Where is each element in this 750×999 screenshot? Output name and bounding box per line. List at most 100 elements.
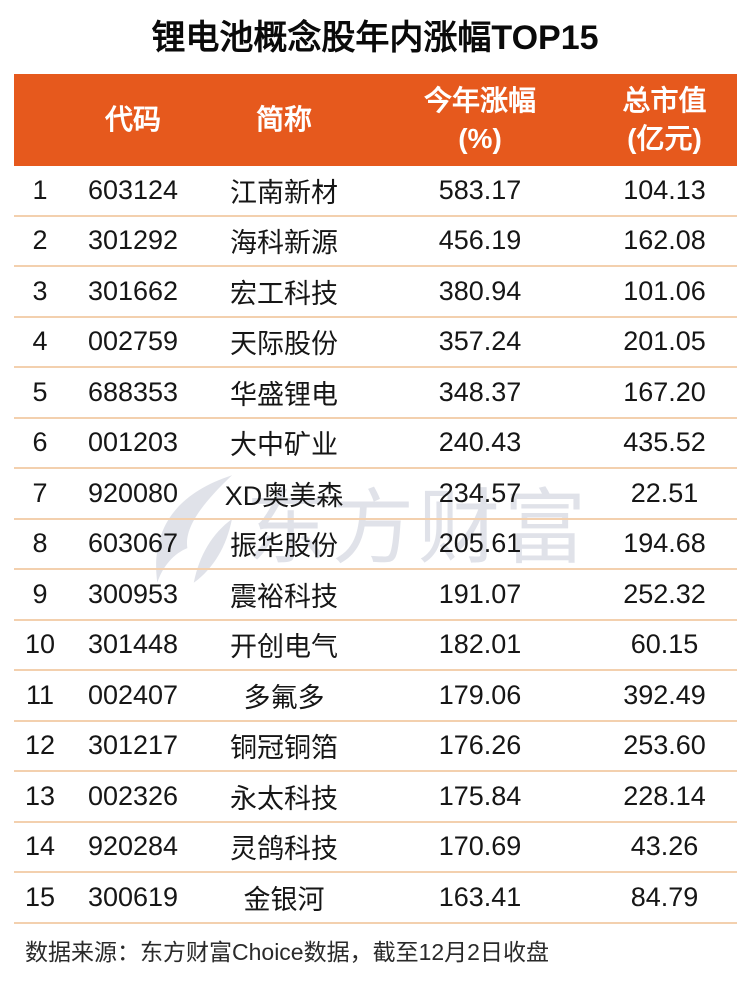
rank-cell: 12 (14, 720, 66, 772)
rank-cell: 3 (14, 266, 66, 318)
table-row: 2 301292 海科新源 456.19 162.08 (14, 215, 737, 267)
mcap-cell: 101.06 (592, 266, 737, 318)
mcap-cell: 167.20 (592, 367, 737, 419)
name-cell: 海科新源 (200, 215, 368, 267)
source-note: 数据来源：东方财富Choice数据，截至12月2日收盘 (25, 938, 549, 965)
name-cell: 宏工科技 (200, 266, 368, 318)
rank-cell: 7 (14, 468, 66, 520)
name-cell: 天际股份 (200, 316, 368, 368)
table-row: 12 301217 铜冠铜箔 176.26 253.60 (14, 720, 737, 772)
change-cell: 234.57 (368, 468, 592, 520)
change-cell: 357.24 (368, 316, 592, 368)
code-cell: 301217 (66, 720, 200, 772)
col-header-label: 总市值 (622, 85, 707, 116)
rank-cell: 9 (14, 569, 66, 621)
change-cell: 205.61 (368, 518, 592, 570)
change-cell: 170.69 (368, 821, 592, 873)
code-cell: 002326 (66, 771, 200, 823)
code-cell: 603067 (66, 518, 200, 570)
table-header: 代码 简称 今年涨幅 (%) 总市值 (亿元) (14, 74, 737, 166)
table-row: 10 301448 开创电气 182.01 60.15 (14, 619, 737, 671)
name-cell: 震裕科技 (200, 569, 368, 621)
table-row: 11 002407 多氟多 179.06 392.49 (14, 670, 737, 722)
code-cell: 300619 (66, 872, 200, 924)
change-cell: 348.37 (368, 367, 592, 419)
col-header-mcap: 总市值 (亿元) (592, 74, 737, 166)
rank-cell: 4 (14, 316, 66, 368)
rank-cell: 10 (14, 619, 66, 671)
name-cell: 多氟多 (200, 670, 368, 722)
col-header-sublabel: (%) (458, 123, 502, 154)
col-header-name: 简称 (200, 74, 368, 166)
name-cell: XD奥美森 (200, 468, 368, 520)
page-title: 锂电池概念股年内涨幅TOP15 (151, 19, 599, 57)
table-row: 3 301662 宏工科技 380.94 101.06 (14, 266, 737, 318)
code-cell: 920284 (66, 821, 200, 873)
rank-cell: 6 (14, 417, 66, 469)
col-header-rank (14, 74, 66, 166)
code-cell: 301448 (66, 619, 200, 671)
name-cell: 灵鸽科技 (200, 821, 368, 873)
mcap-cell: 228.14 (592, 771, 737, 823)
change-cell: 176.26 (368, 720, 592, 772)
mcap-cell: 60.15 (592, 619, 737, 671)
name-cell: 大中矿业 (200, 417, 368, 469)
col-header-label: 今年涨幅 (423, 85, 536, 116)
name-cell: 江南新材 (200, 166, 368, 217)
rank-cell: 15 (14, 872, 66, 924)
mcap-cell: 253.60 (592, 720, 737, 772)
name-cell: 永太科技 (200, 771, 368, 823)
table-row: 15 300619 金银河 163.41 84.79 (14, 872, 737, 924)
mcap-cell: 84.79 (592, 872, 737, 924)
change-cell: 240.43 (368, 417, 592, 469)
code-cell: 002759 (66, 316, 200, 368)
code-cell: 603124 (66, 166, 200, 217)
name-cell: 铜冠铜箔 (200, 720, 368, 772)
top15-table: 代码 简称 今年涨幅 (%) 总市值 (亿元) 1 603124 江南新材 58… (14, 74, 737, 924)
col-header-sublabel: (亿元) (627, 123, 702, 154)
table-row: 6 001203 大中矿业 240.43 435.52 (14, 417, 737, 469)
rank-cell: 1 (14, 166, 66, 217)
code-cell: 301292 (66, 215, 200, 267)
mcap-cell: 194.68 (592, 518, 737, 570)
change-cell: 191.07 (368, 569, 592, 621)
rank-cell: 8 (14, 518, 66, 570)
rank-cell: 2 (14, 215, 66, 267)
table-row: 13 002326 永太科技 175.84 228.14 (14, 771, 737, 823)
table-row: 7 920080 XD奥美森 234.57 22.51 (14, 468, 737, 520)
change-cell: 583.17 (368, 166, 592, 217)
col-header-code: 代码 (66, 74, 200, 166)
change-cell: 175.84 (368, 771, 592, 823)
change-cell: 163.41 (368, 872, 592, 924)
name-cell: 金银河 (200, 872, 368, 924)
col-header-label: 代码 (104, 104, 161, 135)
table-row: 1 603124 江南新材 583.17 104.13 (14, 166, 737, 217)
name-cell: 华盛锂电 (200, 367, 368, 419)
table-row: 8 603067 振华股份 205.61 194.68 (14, 518, 737, 570)
table-body: 1 603124 江南新材 583.17 104.13 2 301292 海科新… (14, 166, 737, 924)
col-header-change: 今年涨幅 (%) (368, 74, 592, 166)
code-cell: 920080 (66, 468, 200, 520)
header-row: 代码 简称 今年涨幅 (%) 总市值 (亿元) (14, 74, 737, 166)
name-cell: 振华股份 (200, 518, 368, 570)
change-cell: 380.94 (368, 266, 592, 318)
table-row: 14 920284 灵鸽科技 170.69 43.26 (14, 821, 737, 873)
code-cell: 001203 (66, 417, 200, 469)
mcap-cell: 435.52 (592, 417, 737, 469)
table-row: 5 688353 华盛锂电 348.37 167.20 (14, 367, 737, 419)
mcap-cell: 201.05 (592, 316, 737, 368)
mcap-cell: 162.08 (592, 215, 737, 267)
mcap-cell: 252.32 (592, 569, 737, 621)
change-cell: 456.19 (368, 215, 592, 267)
rank-cell: 5 (14, 367, 66, 419)
code-cell: 688353 (66, 367, 200, 419)
col-header-label: 简称 (255, 104, 312, 135)
mcap-cell: 104.13 (592, 166, 737, 217)
code-cell: 002407 (66, 670, 200, 722)
mcap-cell: 43.26 (592, 821, 737, 873)
mcap-cell: 22.51 (592, 468, 737, 520)
change-cell: 179.06 (368, 670, 592, 722)
table-row: 4 002759 天际股份 357.24 201.05 (14, 316, 737, 368)
change-cell: 182.01 (368, 619, 592, 671)
mcap-cell: 392.49 (592, 670, 737, 722)
